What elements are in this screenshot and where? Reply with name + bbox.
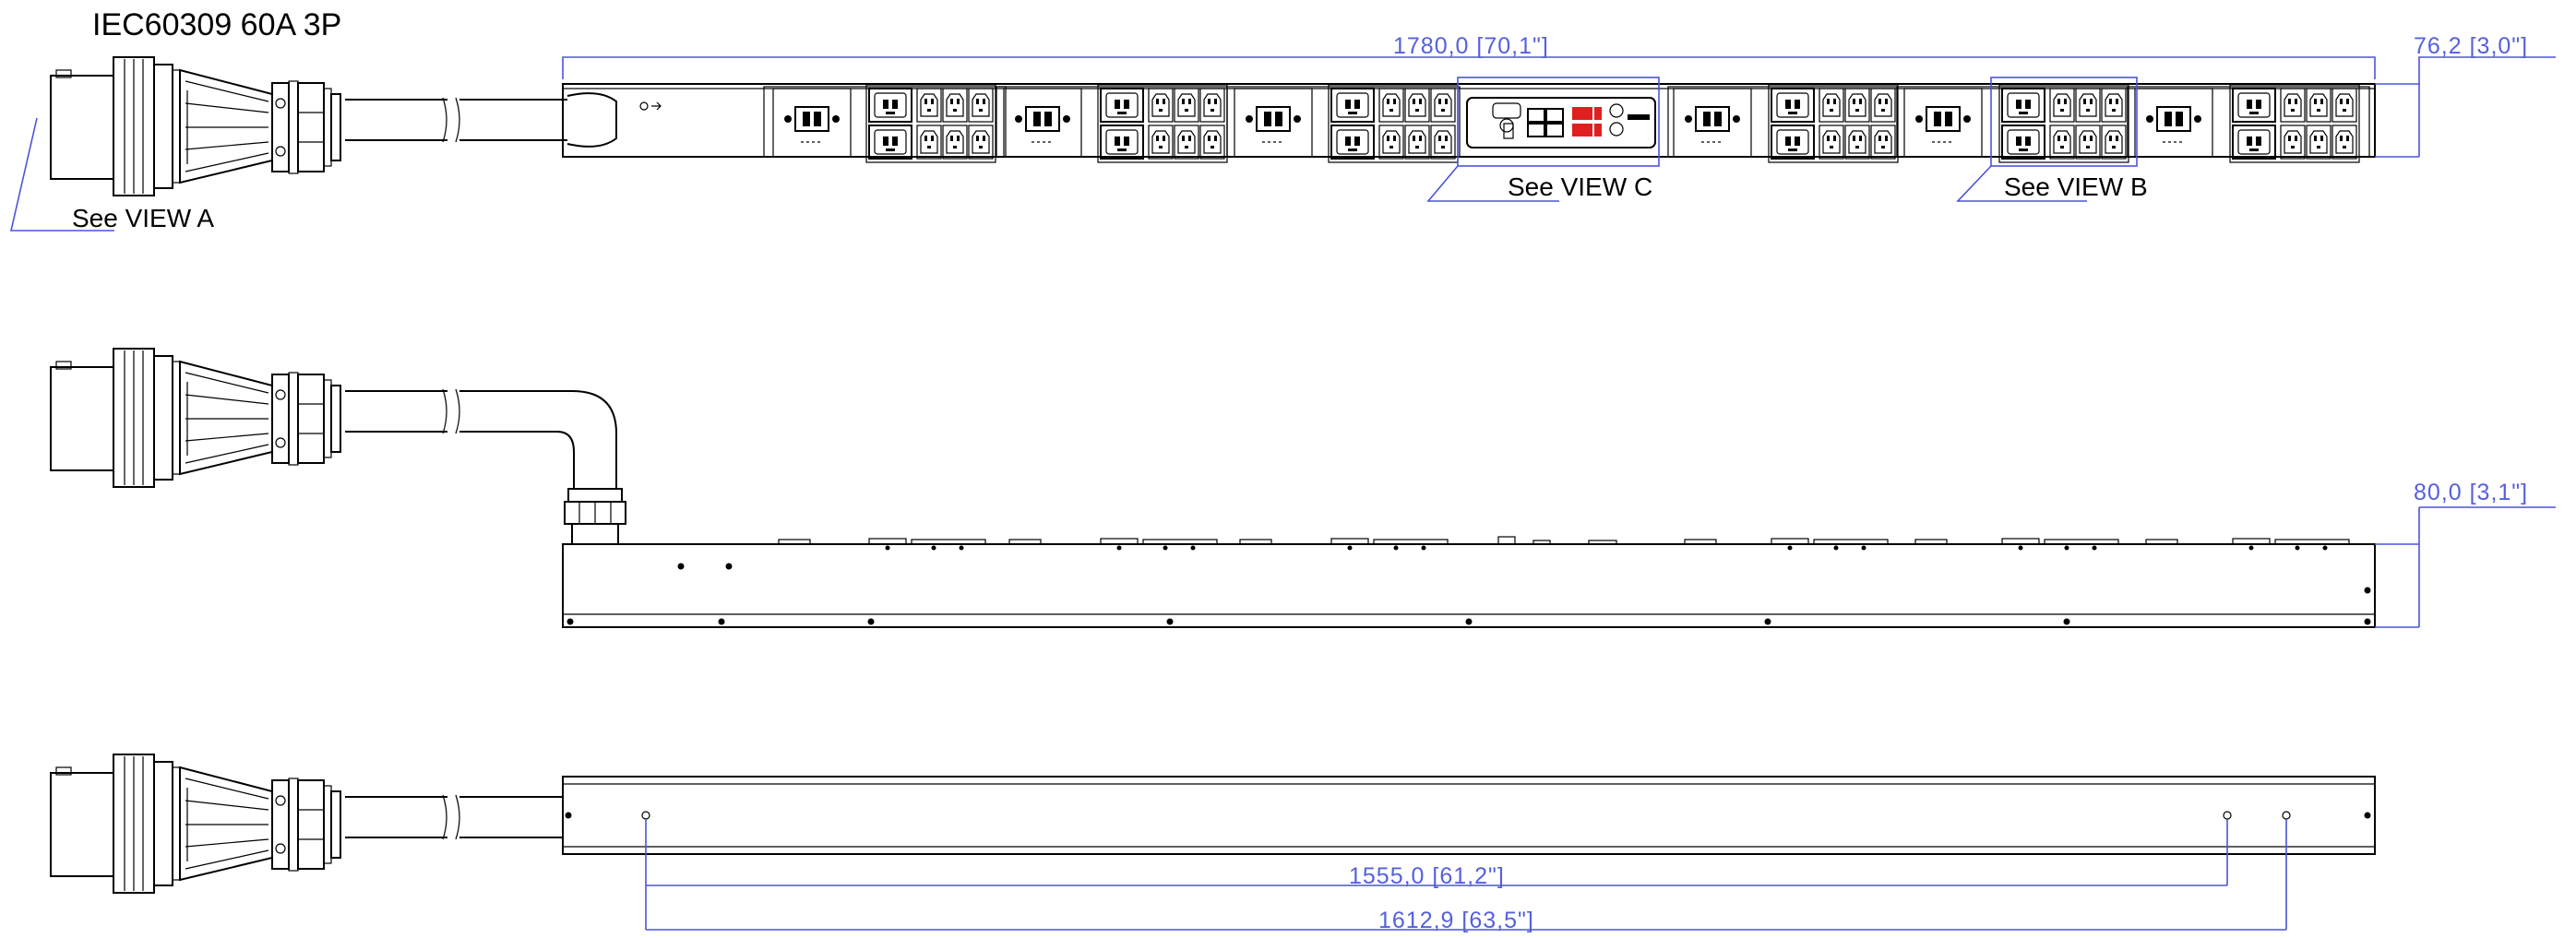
- view-b-callout-box: [1990, 77, 2138, 167]
- outlet-bank: [1999, 85, 2129, 162]
- section-4: [1667, 85, 1898, 162]
- mounting-hole: [641, 811, 650, 820]
- view-c-callout-box: [1457, 77, 1660, 167]
- section-6: [2127, 85, 2370, 162]
- drawing-title: IEC60309 60A 3P: [92, 7, 341, 42]
- depth-dimension: 80,0 [3,1"]: [2414, 480, 2528, 505]
- outlet-bank: [1329, 85, 1458, 162]
- section-2: [996, 85, 1228, 162]
- view-a-label: See VIEW A: [72, 204, 214, 232]
- back-view: 1555,0 [61,2"] 1612,9 [63,5"]: [50, 754, 2376, 933]
- section-1: [763, 85, 1007, 162]
- outlet-bank: [1098, 85, 1227, 162]
- circuit-breaker-icon: [1234, 88, 1313, 158]
- section-5: [1896, 85, 2129, 162]
- iec60309-plug-icon: [50, 56, 341, 196]
- circuit-breaker-icon: [1903, 88, 1983, 158]
- mounting-hole: [2282, 811, 2291, 820]
- controller-module-icon: [1466, 97, 1656, 148]
- side-view: 80,0 [3,1"]: [50, 348, 2556, 628]
- section-3: [1226, 85, 1461, 162]
- mount-outer-dimension: 1612,9 [63,5"]: [1378, 908, 1534, 933]
- view-b-label: See VIEW B: [2004, 172, 2148, 201]
- circuit-breaker-icon: [772, 88, 852, 158]
- length-dimension: 1780,0 [70,1"]: [1393, 33, 1549, 59]
- circuit-breaker-icon: [1003, 88, 1082, 158]
- iec60309-plug-icon: [50, 754, 341, 894]
- outlet-bank: [1769, 85, 1898, 162]
- circuit-breaker-icon: [1673, 88, 1752, 158]
- width-dimension: 76,2 [3,0"]: [2414, 33, 2528, 59]
- mount-inner-dimension: 1555,0 [61,2"]: [1349, 863, 1505, 889]
- mounting-hole: [2223, 811, 2232, 820]
- circuit-breaker-icon: [2134, 88, 2213, 158]
- outlet-bank: [866, 85, 996, 162]
- view-c-label: See VIEW C: [1508, 172, 1652, 201]
- front-view: See VIEW C See VIEW B See VIEW A 1780,0 …: [9, 33, 2556, 232]
- iec60309-plug-icon: [50, 348, 341, 488]
- outlet-bank: [2230, 85, 2359, 162]
